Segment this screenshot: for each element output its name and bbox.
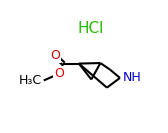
Text: O: O — [54, 67, 64, 80]
Text: NH: NH — [123, 71, 142, 84]
Text: HCl: HCl — [77, 21, 104, 36]
Text: H₃C: H₃C — [18, 74, 41, 87]
Text: O: O — [50, 49, 60, 62]
